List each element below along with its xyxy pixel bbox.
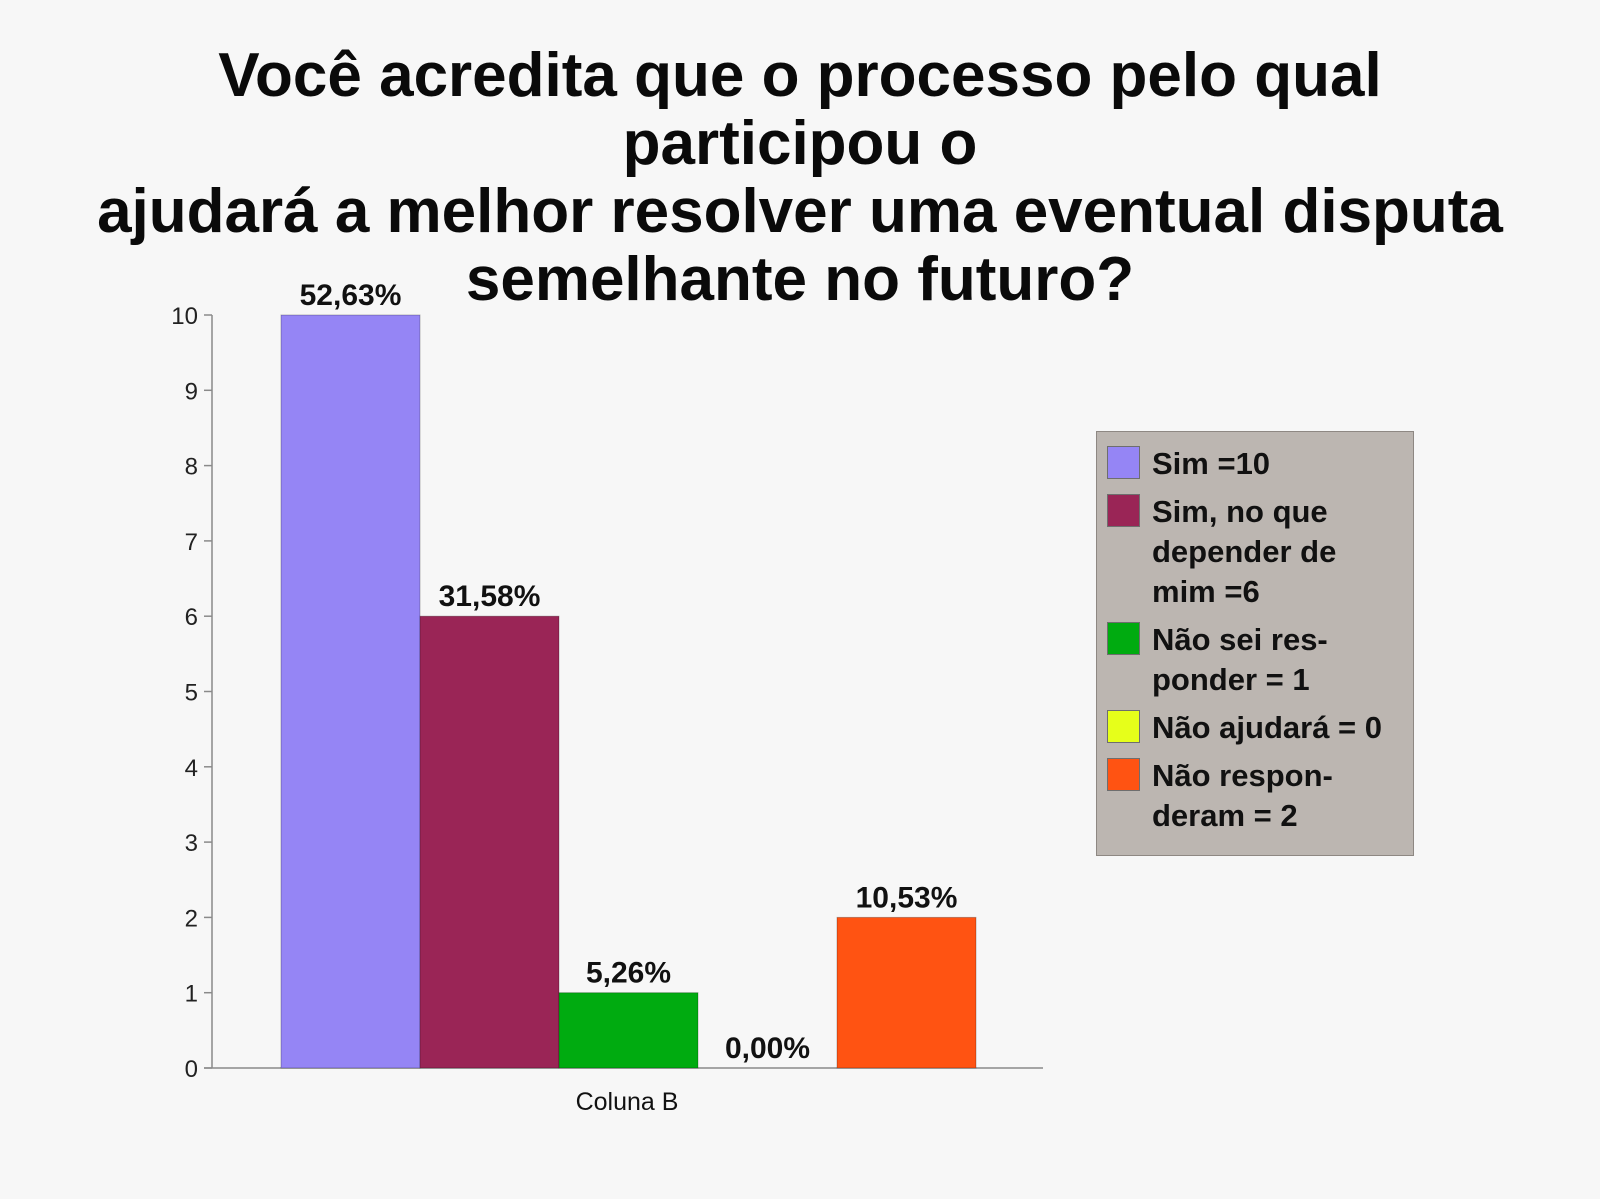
y-tick-label: 9 [185,378,198,405]
data-labels: 52,63% 31,58% 5,26% 0,00% 10,53% [300,279,958,1065]
y-tick-label: 8 [185,454,198,481]
bars [280,314,977,1069]
legend-swatch [1107,446,1140,479]
bar-data-label: 0,00% [725,1032,810,1065]
bar-data-label: 10,53% [856,881,958,914]
legend-swatch [1107,622,1140,655]
legend-label: Não ajudará = 0 [1152,710,1383,745]
legend-item: Não sei res- ponder = 1 [1107,620,1403,700]
y-tick-label: 5 [185,680,198,707]
chart-title-line-2: ajudará a melhor resolver uma eventual d… [97,177,1503,246]
bar [280,314,421,1069]
y-tick-label: 0 [185,1056,198,1083]
legend-swatch [1107,710,1140,743]
legend-label: Sim =10 [1152,446,1271,481]
legend-swatch [1107,758,1140,791]
legend-label: Não respon- deram = 2 [1152,758,1333,833]
y-tick-label: 6 [185,604,198,631]
bar-data-label: 31,58% [439,580,541,613]
y-tick-label: 4 [185,755,198,782]
y-tick-label: 2 [185,905,198,932]
x-category-label: Coluna B [576,1088,679,1116]
legend-item: Não respon- deram = 2 [1107,756,1403,836]
y-tick-label: 1 [185,981,198,1008]
legend-item: Não ajudará = 0 [1107,708,1403,748]
legend: Sim =10 Sim, no que depender de mim =6 Não… [1096,431,1414,856]
bar [836,916,977,1069]
bar-data-label: 52,63% [300,279,402,312]
legend-item: Sim =10 [1107,444,1403,484]
legend-label: Não sei res- ponder = 1 [1152,622,1328,697]
bar [419,615,560,1069]
legend-swatch [1107,494,1140,527]
bar-data-label: 5,26% [586,957,671,990]
legend-label: Sim, no que depender de mim =6 [1152,494,1337,609]
y-tick-label: 7 [185,529,198,556]
chart-title: Você acredita que o processo pelo qual p… [60,42,1540,314]
chart-title-line-3: semelhante no futuro? [465,245,1135,314]
chart-title-line-1: Você acredita que o processo pelo qual p… [218,41,1382,178]
bar [558,992,699,1069]
y-tick-label: 10 [171,303,198,330]
y-tick-label: 3 [185,830,198,857]
legend-item: Sim, no que depender de mim =6 [1107,492,1403,612]
